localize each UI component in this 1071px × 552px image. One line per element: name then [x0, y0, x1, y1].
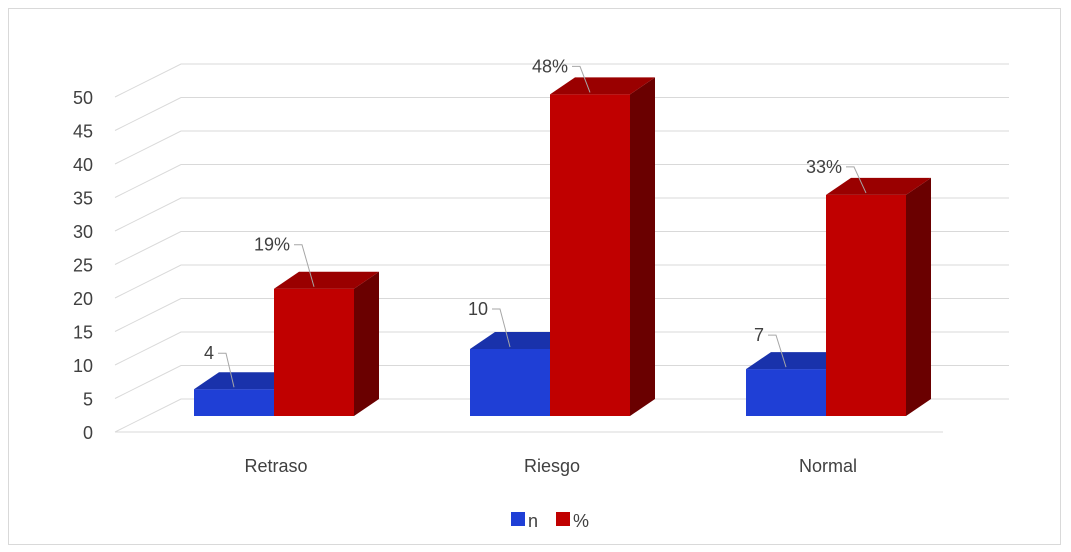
- gridline: [114, 130, 1009, 165]
- y-tick-label: 35: [73, 189, 93, 209]
- y-tick-label: 45: [73, 122, 93, 142]
- legend-swatch: [511, 512, 525, 526]
- y-tick-label: 20: [73, 289, 93, 309]
- bar-pct-normal: [826, 194, 906, 416]
- bar-pct-retraso: [274, 288, 354, 416]
- bar-top: [826, 177, 931, 195]
- bar-top: [194, 372, 299, 390]
- y-tick-label: 25: [73, 256, 93, 276]
- gridline: [114, 97, 1009, 131]
- data-label: 4: [204, 343, 214, 363]
- y-tick-label: 0: [83, 423, 93, 443]
- gridline: [114, 331, 1009, 366]
- y-tick-label: 10: [73, 356, 93, 376]
- leader-line: [492, 308, 511, 348]
- leader-line: [846, 166, 867, 194]
- data-label: 48%: [532, 56, 568, 76]
- category-label: Normal: [799, 456, 857, 476]
- data-label: 7: [754, 325, 764, 345]
- bar-pct-riesgo: [550, 94, 630, 417]
- gridline: [114, 264, 1009, 299]
- leader-line: [572, 65, 591, 93]
- bar-n-retraso: [194, 389, 274, 416]
- y-tick-label: 50: [73, 88, 93, 108]
- category-labels: Retraso Riesgo Normal: [244, 456, 857, 476]
- bar-n-normal: [746, 369, 826, 416]
- leader-line: [294, 244, 315, 287]
- bar-top: [550, 77, 655, 95]
- category-label: Riesgo: [524, 456, 580, 476]
- gridline: [114, 197, 1009, 232]
- gridline: [114, 164, 1009, 198]
- legend: n%: [511, 511, 589, 531]
- data-label: 33%: [806, 157, 842, 177]
- gridline: [114, 63, 1009, 98]
- bar-n-riesgo: [470, 349, 550, 416]
- legend-label: n: [528, 511, 538, 531]
- bar-side: [354, 271, 379, 416]
- data-labels: 4 19% 10 48% 7 33%: [204, 56, 867, 388]
- bar-side: [630, 77, 655, 417]
- gridline: [114, 365, 1009, 399]
- y-tick-label: 40: [73, 155, 93, 175]
- y-axis-ticks: 0 5 10 15 20 25 30 35 40 45 50: [73, 88, 93, 443]
- leader-line: [218, 352, 235, 388]
- y-tick-label: 30: [73, 222, 93, 242]
- bar-side: [906, 177, 931, 416]
- gridline: [114, 398, 1009, 433]
- data-label: 19%: [254, 235, 290, 255]
- bar-top: [470, 332, 575, 349]
- bar-top: [746, 352, 851, 370]
- category-label: Retraso: [244, 456, 307, 476]
- gridline: [114, 231, 1009, 265]
- leader-line: [768, 334, 787, 368]
- gridlines: [114, 63, 1009, 433]
- gridline: [114, 298, 1009, 332]
- legend-swatch: [556, 512, 570, 526]
- bars: [194, 77, 931, 417]
- data-label: 10: [468, 299, 488, 319]
- y-tick-label: 15: [73, 323, 93, 343]
- bar-top: [274, 271, 379, 289]
- legend-label: %: [573, 511, 589, 531]
- y-tick-label: 5: [83, 390, 93, 410]
